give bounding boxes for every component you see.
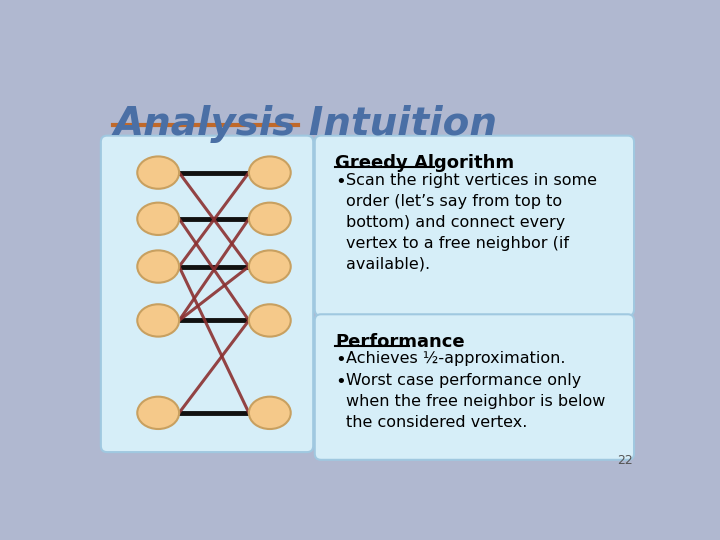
Ellipse shape [249,202,291,235]
Text: 22: 22 [617,454,632,467]
Text: Worst case performance only
when the free neighbor is below
the considered verte: Worst case performance only when the fre… [346,373,605,430]
Text: •: • [335,351,346,369]
Ellipse shape [138,304,179,336]
Ellipse shape [138,251,179,283]
Text: Achieves ½-approximation.: Achieves ½-approximation. [346,351,565,366]
Text: Performance: Performance [335,333,464,351]
Ellipse shape [249,157,291,189]
Ellipse shape [249,397,291,429]
Text: •: • [335,173,346,191]
Text: Scan the right vertices in some
order (let’s say from top to
bottom) and connect: Scan the right vertices in some order (l… [346,173,597,272]
Ellipse shape [138,397,179,429]
Ellipse shape [249,304,291,336]
Text: Analysis Intuition: Analysis Intuition [113,105,498,143]
FancyBboxPatch shape [101,136,313,452]
Ellipse shape [138,202,179,235]
FancyBboxPatch shape [315,314,634,460]
FancyBboxPatch shape [315,136,634,316]
Text: •: • [335,373,346,391]
Ellipse shape [249,251,291,283]
Ellipse shape [138,157,179,189]
Text: Greedy Algorithm: Greedy Algorithm [335,154,514,172]
